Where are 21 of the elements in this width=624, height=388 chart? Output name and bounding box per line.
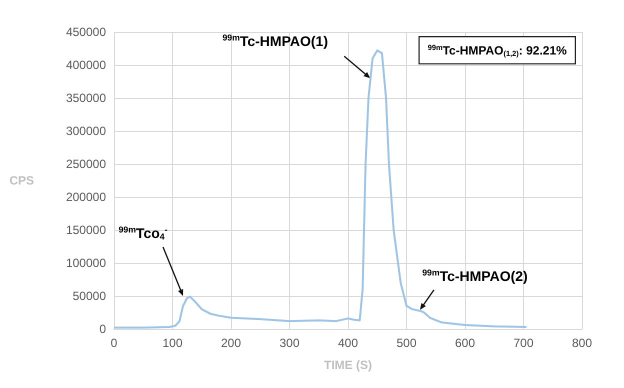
x-tick-label: 200	[220, 336, 242, 350]
x-tick-label: 800	[572, 336, 592, 350]
y-tick-label: 300000	[66, 124, 106, 138]
x-tick-label: 100	[162, 336, 183, 350]
y-tick-label: 0	[99, 322, 106, 336]
x-tick-label: 0	[110, 336, 118, 350]
y-tick-label: 250000	[66, 157, 106, 171]
x-tick-label: 400	[338, 336, 358, 350]
y-tick-label: 150000	[66, 223, 106, 237]
x-tick-label: 300	[279, 336, 300, 350]
y-tick-label: 200000	[66, 190, 106, 204]
x-tick-label: 600	[454, 336, 476, 350]
y-tick-label: 100000	[66, 256, 106, 270]
y-tick-label: 50000	[72, 289, 106, 303]
x-tick-label: 500	[396, 336, 417, 350]
y-tick-label: 400000	[66, 58, 106, 72]
x-tick-label: 700	[513, 336, 534, 350]
y-tick-label: 350000	[66, 91, 106, 105]
x-axis-title: TIME (S)	[324, 358, 372, 372]
y-axis-title: CPS	[9, 174, 34, 188]
y-tick-label: 450000	[66, 25, 106, 39]
